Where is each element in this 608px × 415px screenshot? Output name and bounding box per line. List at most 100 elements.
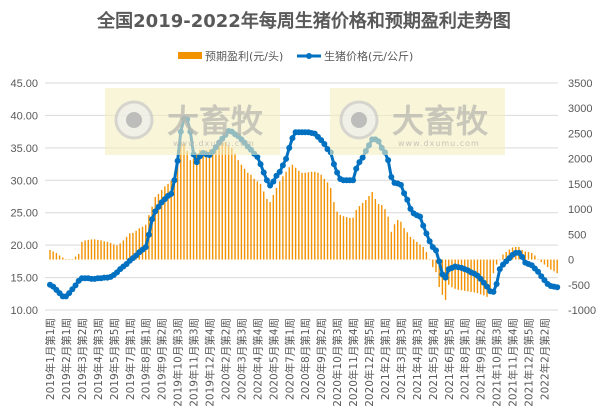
- profit-bar: [256, 181, 259, 260]
- profit-bar: [154, 197, 156, 260]
- x-tick-label: 2020年5月第4周: [267, 318, 280, 400]
- profit-bar: [87, 239, 89, 260]
- left-tick-label: 20.00: [10, 240, 38, 252]
- x-tick-label: 2021年4月第3周: [411, 318, 424, 400]
- profit-bar: [406, 232, 408, 260]
- profit-bar: [275, 187, 278, 260]
- profit-bar: [237, 160, 239, 260]
- x-tick-label: 2020年12月第5周: [363, 318, 376, 407]
- profit-bar: [556, 259, 558, 274]
- profit-bar: [422, 246, 424, 260]
- profit-bar: [499, 259, 501, 261]
- profit-bar: [428, 259, 431, 261]
- legend-marker-price: [306, 53, 312, 59]
- price-point: [168, 190, 175, 197]
- profit-bar: [425, 251, 428, 260]
- profit-bar: [304, 172, 306, 260]
- x-tick-label: 2020年3月第3周: [235, 318, 248, 400]
- chart-title: 全国2019-2022年每周生猪价格和预期盈利走势图: [96, 10, 511, 32]
- profit-bar: [221, 142, 223, 260]
- profit-bar: [167, 183, 169, 260]
- profit-bar: [93, 239, 96, 260]
- profit-bar: [371, 191, 373, 260]
- profit-bar: [141, 226, 144, 260]
- price-point: [420, 222, 427, 229]
- profit-bar: [489, 259, 491, 290]
- profit-bar: [460, 259, 463, 291]
- profit-bar: [361, 203, 364, 260]
- profit-bar: [495, 259, 498, 265]
- profit-bar: [486, 259, 488, 297]
- profit-bar: [247, 172, 249, 260]
- profit-bar: [457, 259, 460, 290]
- profit-bar: [301, 172, 303, 260]
- price-point: [193, 159, 200, 166]
- profit-bar: [508, 249, 511, 260]
- right-tick-label: -1000: [568, 305, 596, 317]
- profit-bar: [58, 255, 61, 260]
- profit-bar: [400, 221, 402, 260]
- x-tick-label: 2021年6月第5周: [443, 318, 456, 400]
- profit-bar: [173, 179, 176, 260]
- profit-bar: [71, 259, 74, 260]
- profit-bar: [52, 251, 54, 260]
- price-point: [493, 281, 500, 288]
- price-point: [155, 203, 162, 210]
- profit-bar: [215, 146, 217, 260]
- price-point: [149, 216, 156, 223]
- price-point: [171, 177, 178, 184]
- profit-bar: [164, 186, 166, 260]
- profit-bar: [336, 211, 338, 260]
- price-point: [436, 258, 443, 265]
- profit-bar: [199, 150, 201, 260]
- price-point: [484, 283, 491, 290]
- profit-bar: [454, 259, 456, 289]
- profit-bar: [272, 194, 274, 260]
- left-tick-label: 15.00: [10, 273, 38, 285]
- x-tick-label: 2019年10月第3周: [172, 318, 185, 407]
- profit-bar: [81, 241, 83, 260]
- profit-bar: [208, 149, 211, 260]
- price-point: [72, 282, 79, 289]
- profit-bar: [546, 259, 549, 268]
- profit-bar: [65, 259, 67, 260]
- left-axis-ticks: 10.00 15.00 20.00 25.00 30.00 35.00 40.00 45.00: [10, 78, 38, 317]
- profit-bar: [409, 236, 412, 260]
- watermark-logo-text: 大畜牧: [167, 102, 264, 140]
- profit-bar: [291, 164, 294, 260]
- profit-bar: [157, 193, 160, 260]
- x-tick-label: 2020年2月第2周: [219, 318, 232, 400]
- profit-bar: [125, 236, 128, 260]
- x-tick-label: 2019年8月第1周: [140, 318, 153, 400]
- x-tick-label: 2021年12月第5周: [523, 318, 536, 407]
- price-point: [350, 177, 357, 184]
- profit-bar: [103, 241, 105, 260]
- profit-bar: [381, 205, 383, 260]
- profit-bar: [269, 202, 271, 260]
- profit-bar: [416, 241, 418, 260]
- profit-bar: [49, 249, 51, 260]
- x-tick-label: 2021年3月第3周: [395, 318, 408, 400]
- profit-bar: [186, 151, 188, 260]
- profit-bar: [330, 187, 332, 260]
- profit-bar: [170, 180, 172, 260]
- profit-bar: [333, 202, 335, 260]
- profit-bar: [132, 232, 134, 260]
- profit-bar: [243, 168, 246, 260]
- x-tick-label: 2021年11月第4周: [507, 318, 520, 407]
- profit-bar: [227, 146, 230, 260]
- profit-bar: [451, 259, 453, 288]
- profit-bar: [294, 167, 297, 260]
- x-tick-label: 2020年11月第4周: [347, 318, 360, 407]
- price-point: [152, 208, 159, 215]
- right-tick-label: 0: [568, 255, 574, 267]
- price-point: [417, 213, 424, 220]
- x-tick-label: 2021年10月第3周: [491, 318, 504, 407]
- x-tick-label: 2022年2月第2周: [538, 318, 551, 400]
- right-tick-label: 2000: [568, 154, 592, 166]
- profit-bar: [100, 240, 102, 260]
- x-tick-label: 2019年7月第1周: [124, 318, 137, 400]
- right-tick-label: 500: [568, 229, 586, 241]
- profit-bar: [278, 181, 281, 260]
